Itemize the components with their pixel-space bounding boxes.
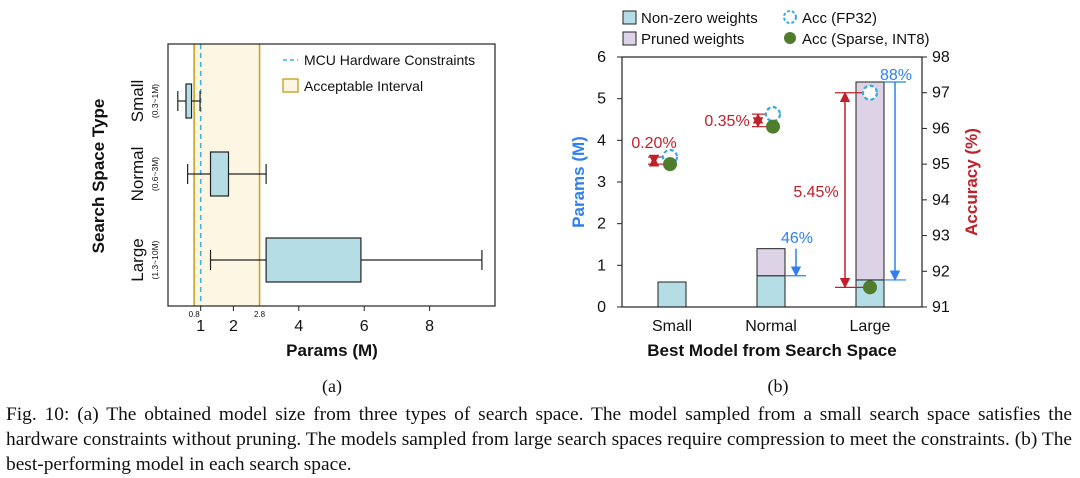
x-axis-title-a: Params (M): [286, 341, 378, 360]
panel-label-b: (b): [768, 376, 789, 397]
bar-pruned-large: [855, 81, 885, 281]
y-category-range-large: (1.3~10M): [150, 240, 160, 279]
x-axis-title-b: Best Model from Search Space: [647, 341, 896, 360]
y-tick-label-b: 0: [597, 299, 606, 316]
bar-pruned-normal: [756, 248, 786, 277]
y-tick-label-b: 5: [597, 91, 606, 108]
legend-int8-label: Acc (Sparse, INT8): [802, 31, 930, 48]
box-large: [265, 237, 362, 283]
x-tick-label-a: 4: [294, 318, 303, 335]
legend-interval-swatch: [282, 78, 299, 93]
y2-tick-label-b: 94: [932, 192, 950, 209]
x-category-small: Small: [652, 318, 692, 335]
y2-tick-label-b: 93: [932, 228, 950, 245]
y-category-large: Large: [128, 238, 147, 281]
acc-drop-label-bg-large: [793, 181, 839, 201]
x-tick-label-a: 6: [360, 318, 369, 335]
x-tick-label-a: 1: [196, 318, 205, 335]
figure-caption: Fig. 10: (a) The obtained model size fro…: [6, 404, 1072, 475]
y-tick-label-b: 1: [597, 257, 606, 274]
y2-tick-label-b: 97: [932, 85, 950, 102]
acc-drop-label-small: 0.20%: [631, 135, 676, 152]
y-category-range-normal: (0.6~3M): [150, 157, 160, 191]
y-tick-label-b: 4: [597, 132, 606, 149]
chart-a: 1 2 4 6 8 0.8 2.8 MCU Hardware Constraints Acc…: [89, 43, 496, 397]
y-category-small: Small: [128, 80, 147, 123]
x-tick-small-label-a: 0.8: [189, 310, 201, 319]
figure: 1 2 4 6 8 0.8 2.8 MCU Hardware Constraints Acc…: [89, 10, 981, 397]
prune-label-large: 88%: [880, 67, 912, 84]
bar-nonzero-normal: [756, 275, 786, 308]
point-acc-fp32-large: [861, 84, 879, 101]
point-acc-fp32-normal: [764, 106, 782, 123]
box-small: [185, 83, 193, 119]
y2-axis-title-b: Accuracy (%): [962, 128, 981, 236]
y-axis-title-a: Search Space Type: [89, 99, 108, 254]
prune-label-normal: 46%: [781, 230, 813, 247]
x-category-large: Large: [850, 318, 891, 335]
legend-interval-label: Acceptable Interval: [304, 78, 423, 94]
acc-drop-label-normal: 0.35%: [704, 113, 749, 130]
x-tick-label-a: 2: [229, 318, 238, 335]
legend-fp32-swatch: [783, 10, 797, 24]
point-acc-int8-normal: [766, 119, 780, 134]
y-axis-title-b: Params (M): [569, 136, 588, 228]
point-acc-int8-large: [863, 280, 877, 295]
x-tick-small-label-a: 2.8: [254, 310, 266, 319]
y-category-range-small: (0.3~1M): [150, 84, 160, 118]
x-tick-label-a: 8: [425, 318, 434, 335]
panel-label-a: (a): [322, 376, 342, 397]
y-category-normal: Normal: [128, 147, 147, 202]
legend-nonzero-swatch: [622, 10, 637, 25]
acc-drop-label-large: 5.45%: [793, 184, 838, 201]
y-tick-label-b: 2: [597, 216, 606, 233]
legend-pruned-swatch: [622, 31, 637, 46]
legend-nonzero-label: Non-zero weights: [641, 10, 758, 27]
legend-a: MCU Hardware Constraints Acceptable Inte…: [282, 52, 475, 94]
bar-nonzero-small: [657, 281, 687, 308]
y-tick-label-b: 6: [597, 49, 606, 66]
legend-b: Non-zero weights Pruned weights Acc (FP3…: [622, 10, 930, 48]
legend-pruned-label: Pruned weights: [641, 31, 744, 48]
y2-tick-label-b: 92: [932, 263, 950, 280]
legend-int8-swatch: [784, 32, 796, 44]
box-normal: [209, 151, 230, 197]
point-acc-int8-small: [663, 157, 677, 172]
chart-b: 0 1 2 3 4 5 6 91 92 93 94 95 96 97 98 Small Normal Larg…: [569, 10, 981, 397]
plot-frame-a: [167, 43, 496, 307]
y2-tick-label-b: 96: [932, 120, 950, 137]
y2-tick-label-b: 98: [932, 49, 950, 66]
legend-fp32-label: Acc (FP32): [802, 10, 877, 27]
y2-tick-label-b: 91: [932, 299, 950, 316]
legend-constraint-label: MCU Hardware Constraints: [304, 52, 475, 68]
y-tick-label-b: 3: [597, 174, 606, 191]
y2-tick-label-b: 95: [932, 156, 950, 173]
x-category-normal: Normal: [745, 318, 797, 335]
